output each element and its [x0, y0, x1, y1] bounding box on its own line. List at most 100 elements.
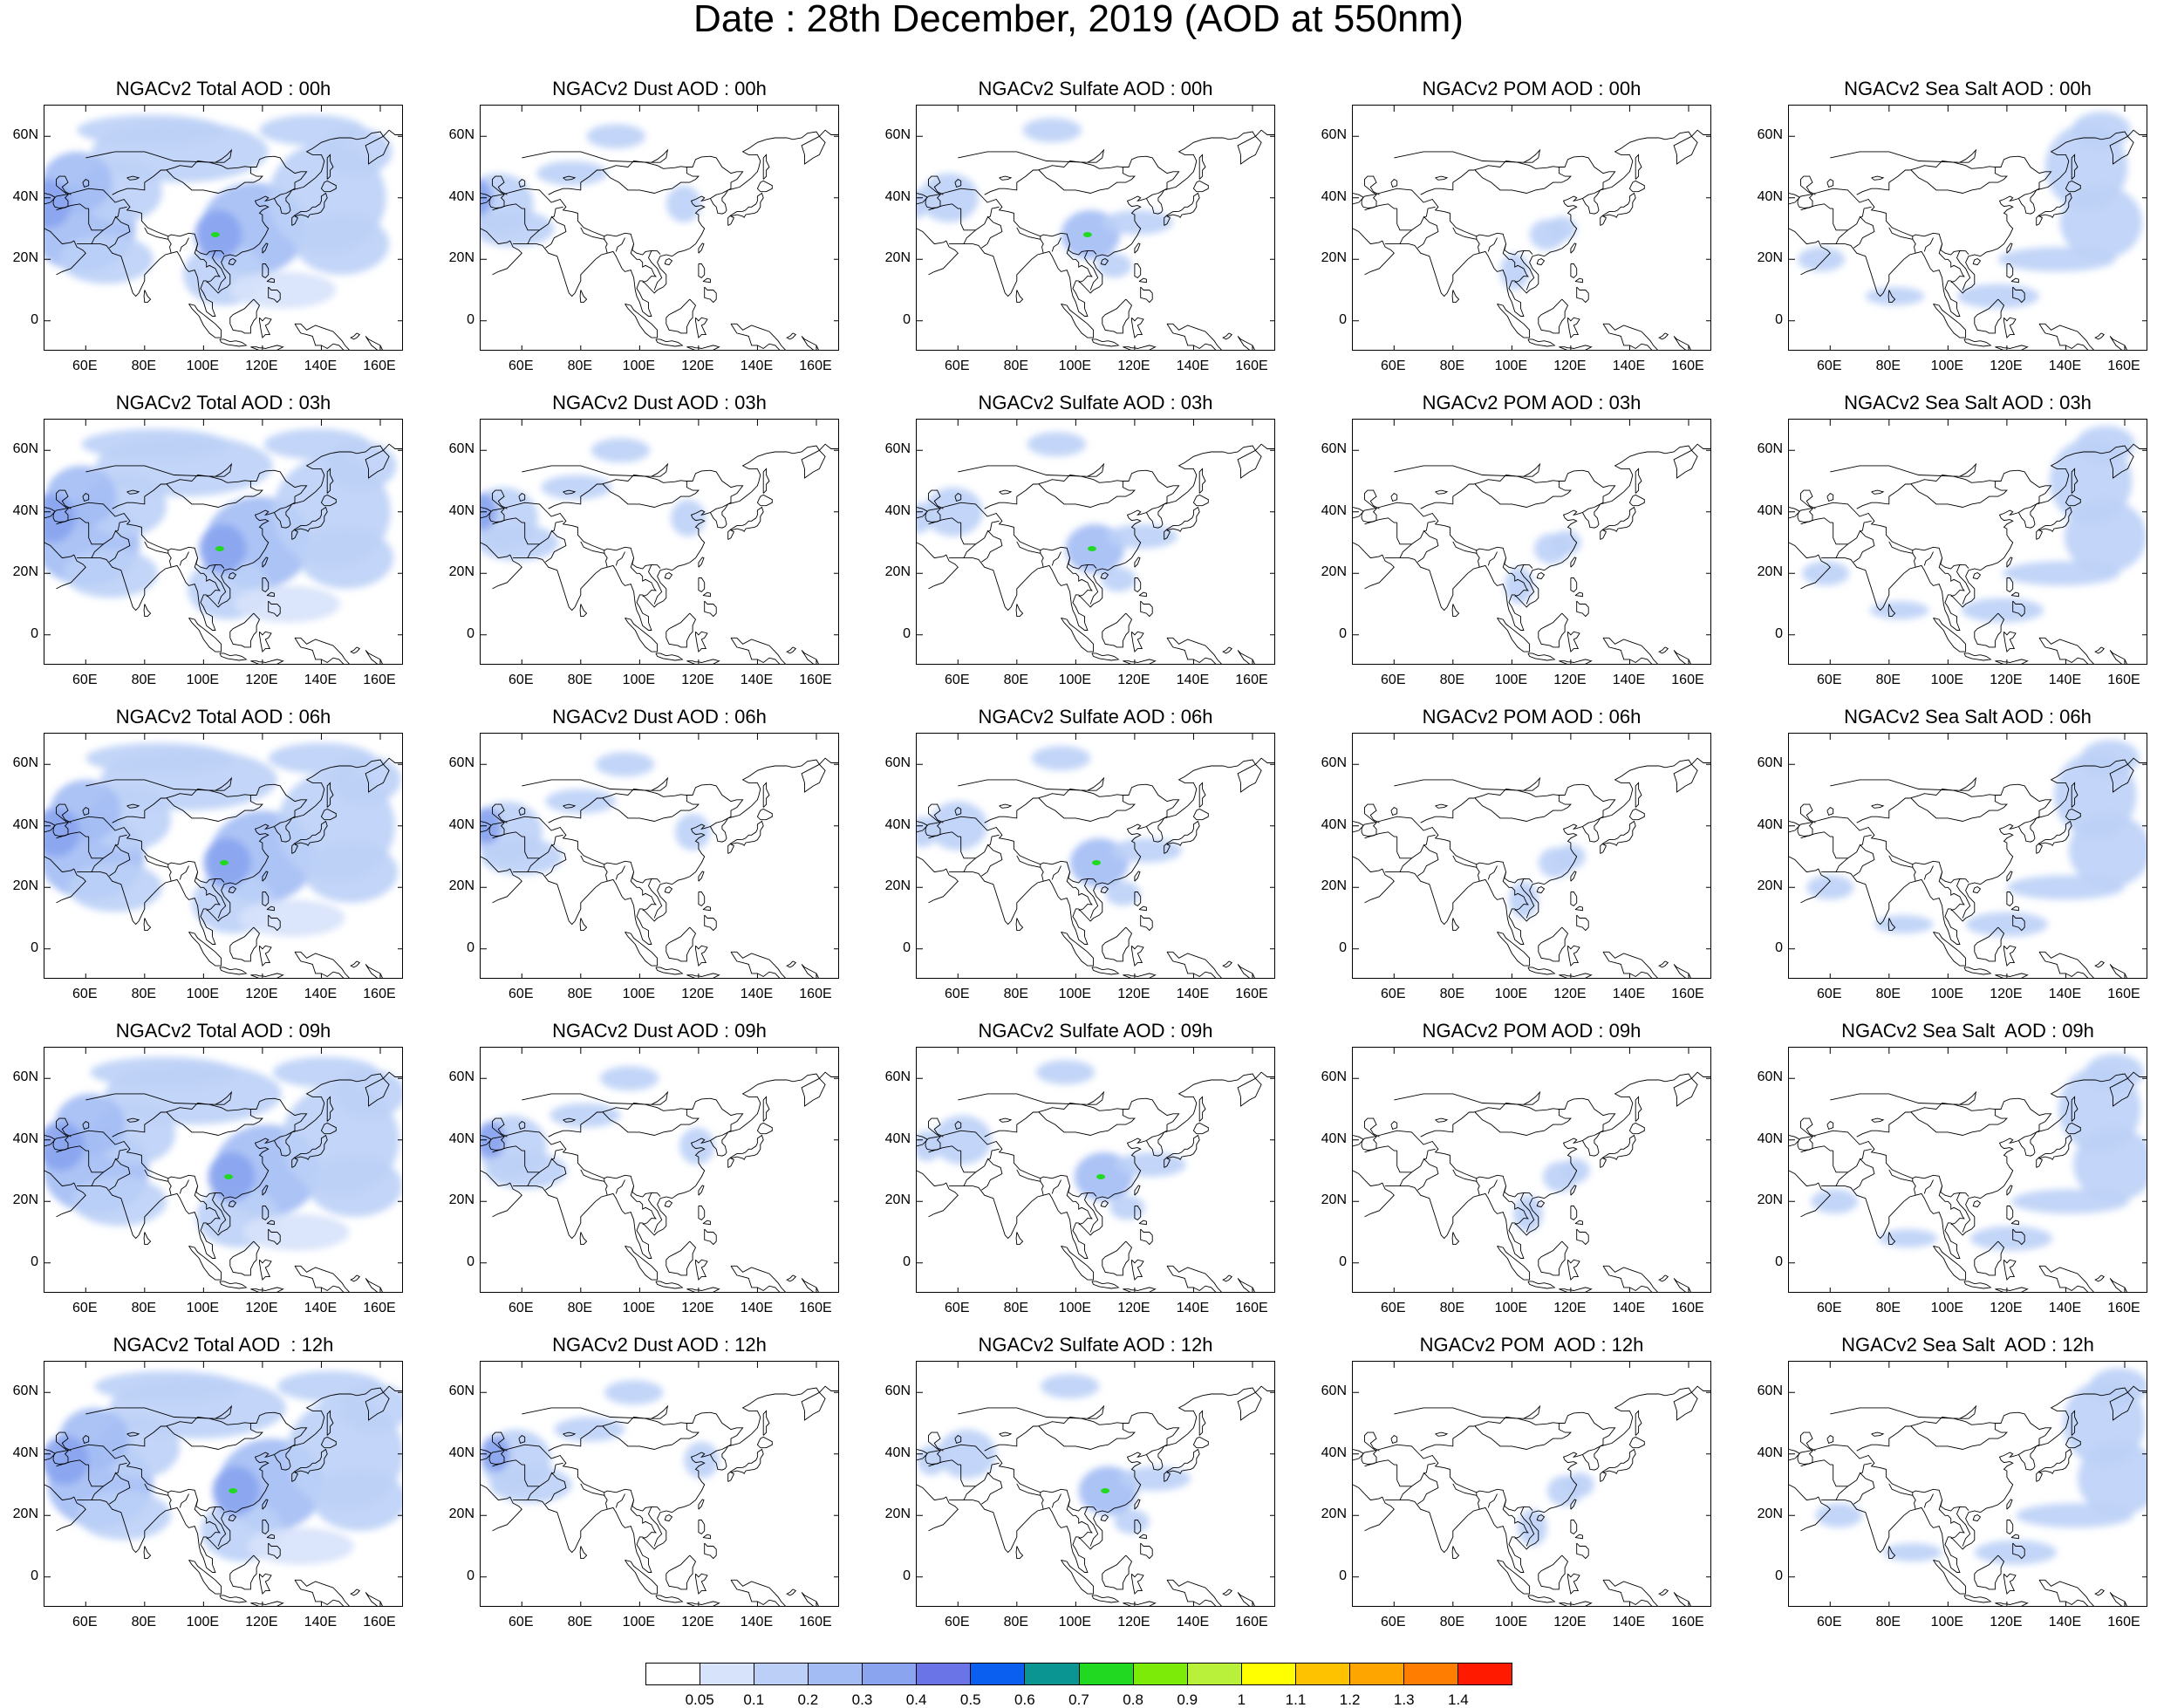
lon-tick-label: 60E — [1817, 1615, 1842, 1629]
coastline — [518, 1121, 526, 1130]
coastline — [1527, 1281, 1556, 1289]
coastline — [44, 816, 225, 884]
coastline — [1417, 215, 1439, 249]
coastline — [1523, 1404, 1541, 1419]
aod-plume — [44, 1121, 85, 1171]
coastline — [524, 1148, 563, 1173]
lon-tick-label: 80E — [1875, 987, 1901, 1001]
coastline — [524, 1462, 563, 1487]
panel-title: NGACv2 Sea Salt AOD : 06h — [1844, 706, 2092, 728]
coastline — [350, 646, 361, 654]
aod-plume — [2077, 1441, 2147, 1516]
colorbar-box — [1457, 1664, 1512, 1684]
lat-tick-label: 20N — [1757, 1506, 1783, 1522]
coastline — [77, 757, 402, 945]
coastline — [1237, 1592, 1255, 1606]
coastline — [1362, 489, 1380, 523]
coastline — [291, 506, 328, 540]
coastline — [580, 855, 605, 868]
map-panel: NGACv2 POM AOD : 09h 60N 40N 20N 0 60E 80E 100E… — [1308, 1021, 1744, 1335]
coastline — [1600, 192, 1636, 226]
lon-tick-label: 140E — [304, 1615, 338, 1629]
coastline — [219, 967, 248, 975]
lon-tick-label: 80E — [567, 1615, 593, 1629]
coastline — [1123, 1287, 1157, 1292]
coastline — [1164, 192, 1200, 226]
aod-plume — [1040, 1374, 1100, 1399]
aod-plume — [90, 1056, 238, 1088]
aod-map-svg — [917, 1362, 1274, 1606]
coastline — [666, 1554, 697, 1590]
map-panel: NGACv2 Sea Salt AOD : 03h 60N 40N 20N 0 60E 80… — [1744, 393, 2157, 707]
coastline — [730, 1579, 786, 1606]
coastline — [77, 1071, 402, 1259]
lon-tick-label: 60E — [72, 1301, 98, 1315]
coastline — [1353, 1135, 1364, 1150]
coastline — [1995, 1411, 2052, 1447]
coastline — [527, 543, 540, 558]
coastline — [228, 1199, 237, 1208]
lon-tick-label: 140E — [1612, 1615, 1646, 1629]
coastline — [1821, 1071, 2147, 1259]
lat-tick-label: 40N — [12, 502, 38, 518]
coastline — [917, 188, 1097, 256]
coastline — [1134, 243, 1141, 254]
aod-map — [44, 1361, 403, 1607]
coastline — [704, 914, 717, 932]
aod-plume — [1035, 1060, 1096, 1085]
coastline — [1856, 789, 2008, 823]
aod-map — [916, 105, 1275, 351]
coastline — [527, 1486, 540, 1500]
coastline — [1956, 1506, 1971, 1547]
coastline — [1102, 298, 1133, 334]
coastline — [1237, 763, 1262, 793]
coastline — [2018, 503, 2037, 513]
colorbar-label: 0.6 — [1014, 1691, 1035, 1708]
coastline — [2036, 192, 2072, 226]
coastline — [1364, 203, 1397, 211]
coastline — [545, 1158, 567, 1191]
coastline — [1102, 1554, 1133, 1590]
coastline — [522, 151, 652, 163]
lat-tick-label: 60N — [12, 1069, 38, 1085]
coastline — [917, 856, 959, 904]
coastline — [1600, 820, 1636, 854]
coastline — [1222, 1274, 1233, 1282]
coastline — [1362, 803, 1380, 837]
coastline — [1166, 1579, 1222, 1606]
aod-plume — [1114, 1509, 1150, 1534]
aod-map-svg — [917, 1048, 1274, 1292]
coastline — [579, 918, 588, 932]
lat-tick-label: 20N — [1757, 250, 1783, 266]
aod-plume — [242, 1213, 350, 1251]
coastline — [1385, 1071, 1710, 1259]
coastline — [1582, 503, 1601, 513]
coastline — [211, 1192, 227, 1233]
coastline — [1888, 855, 1914, 868]
coastline — [1138, 905, 1147, 912]
coastline — [655, 652, 684, 661]
coastline — [981, 529, 1003, 563]
coastline — [1502, 1185, 1529, 1226]
coastline — [1536, 1513, 1546, 1522]
coastline — [1995, 1097, 2052, 1133]
map-panel: NGACv2 Sulfate AOD : 09h 60N 40N 20N 0 60E 80E… — [872, 1021, 1308, 1335]
coastline — [1523, 776, 1541, 791]
coastline — [704, 1228, 717, 1246]
coastline — [1972, 1513, 1982, 1522]
colorbar-label: 0.05 — [685, 1691, 714, 1708]
coastline — [77, 1385, 402, 1573]
lat-tick-label: 0 — [467, 1568, 474, 1583]
coastline — [1628, 1436, 1645, 1449]
coastline — [1826, 179, 1834, 188]
coastline — [266, 277, 275, 284]
coastline — [710, 1131, 728, 1141]
coastline — [1658, 646, 1669, 654]
coastline — [1451, 290, 1460, 304]
coastline — [262, 892, 270, 906]
coastline — [1959, 776, 1977, 791]
coastline — [1061, 1245, 1095, 1281]
aod-plume — [684, 1441, 720, 1479]
coastline — [1938, 871, 1965, 912]
coastline — [651, 1090, 669, 1105]
